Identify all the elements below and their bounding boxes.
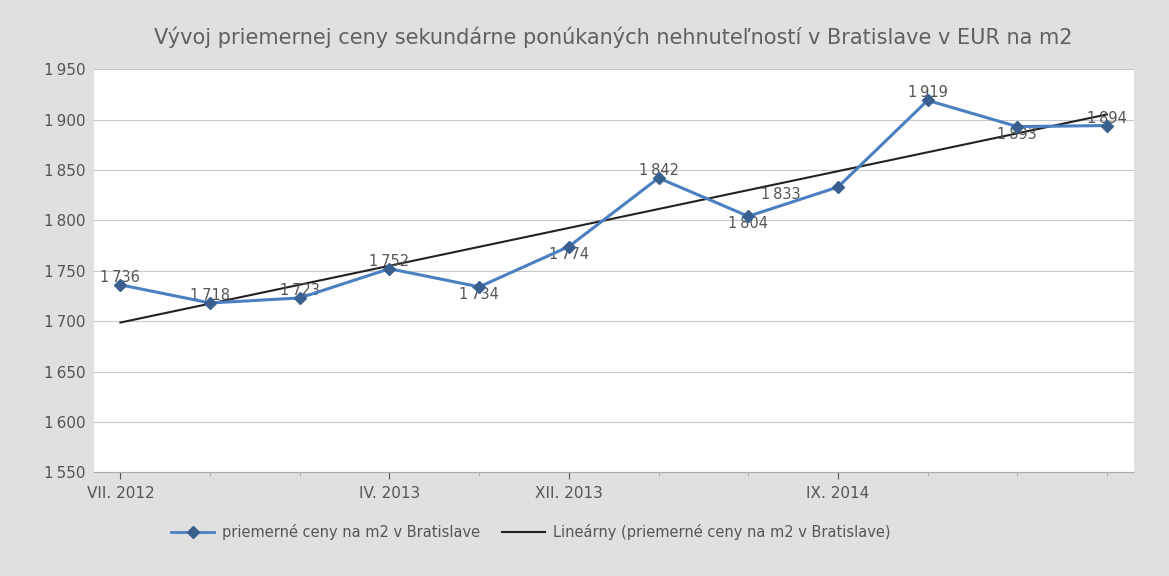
Text: 1 718: 1 718 bbox=[191, 288, 230, 303]
Text: 1 734: 1 734 bbox=[459, 287, 499, 302]
Text: 1 723: 1 723 bbox=[279, 283, 320, 298]
Text: 1 804: 1 804 bbox=[728, 217, 768, 232]
Text: 1 774: 1 774 bbox=[548, 247, 589, 262]
Text: 1 893: 1 893 bbox=[997, 127, 1037, 142]
Text: 1 752: 1 752 bbox=[369, 253, 409, 268]
Text: 1 842: 1 842 bbox=[638, 163, 678, 178]
Text: 1 894: 1 894 bbox=[1087, 111, 1127, 126]
Text: 1 833: 1 833 bbox=[761, 187, 801, 202]
Text: 1 736: 1 736 bbox=[101, 270, 140, 285]
Title: Vývoj priemernej ceny sekundárne ponúkaných nehnuteľností v Bratislave v EUR na : Vývoj priemernej ceny sekundárne ponúkan… bbox=[154, 26, 1073, 48]
Text: 1 919: 1 919 bbox=[907, 85, 948, 100]
Legend: priemerné ceny na m2 v Bratislave, Lineárny (priemerné ceny na m2 v Bratislave): priemerné ceny na m2 v Bratislave, Lineá… bbox=[165, 518, 897, 545]
